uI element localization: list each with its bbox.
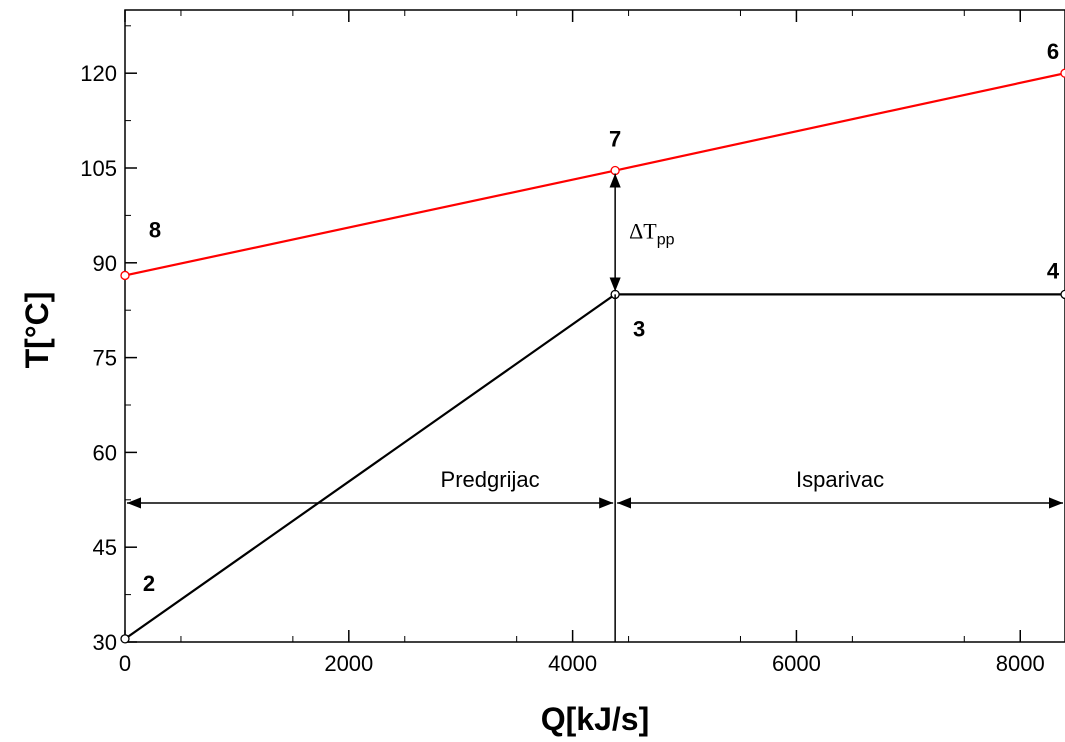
x-tick-label: 8000 xyxy=(996,651,1045,676)
x-tick-label: 2000 xyxy=(324,651,373,676)
data-point xyxy=(120,270,130,281)
x-tick-label: 6000 xyxy=(772,651,821,676)
point-label-2: 2 xyxy=(143,571,155,596)
point-label-6: 6 xyxy=(1047,39,1059,64)
point-label-8: 8 xyxy=(149,217,161,242)
data-point xyxy=(120,634,130,644)
y-axis-label: T[°C] xyxy=(19,292,55,369)
series-line-0 xyxy=(124,72,1065,277)
y-tick-label: 90 xyxy=(93,251,117,276)
data-point xyxy=(610,165,620,176)
point-label-3: 3 xyxy=(633,316,645,341)
annotations: ΔTpp Predgrijac Isparivac xyxy=(127,173,1063,642)
series-group: 8 7 6 2 3 4 xyxy=(120,39,1065,644)
point-label-4: 4 xyxy=(1047,258,1060,283)
y-tick-label: 45 xyxy=(93,535,117,560)
point-label-7: 7 xyxy=(609,127,621,152)
region-label-1: Isparivac xyxy=(796,467,884,492)
delta-t-label: ΔTpp xyxy=(629,218,674,248)
y-tick-label: 105 xyxy=(80,156,117,181)
series-line-1 xyxy=(124,293,1065,640)
y-tick-label: 60 xyxy=(93,440,117,465)
x-tick-label: 4000 xyxy=(548,651,597,676)
x-axis-label: Q[kJ/s] xyxy=(541,701,649,737)
y-tick-label: 30 xyxy=(93,630,117,655)
x-tick-label: 0 xyxy=(119,651,131,676)
y-tick-label: 120 xyxy=(80,61,117,86)
data-point xyxy=(1060,289,1065,300)
axis-ticks: 0 2000 4000 6000 8000 30 45 60 75 90 105 120 xyxy=(80,10,1045,676)
region-label-0: Predgrijac xyxy=(441,467,540,492)
y-tick-label: 75 xyxy=(93,346,117,371)
plot-frame xyxy=(124,9,1065,643)
data-point xyxy=(1060,68,1065,78)
